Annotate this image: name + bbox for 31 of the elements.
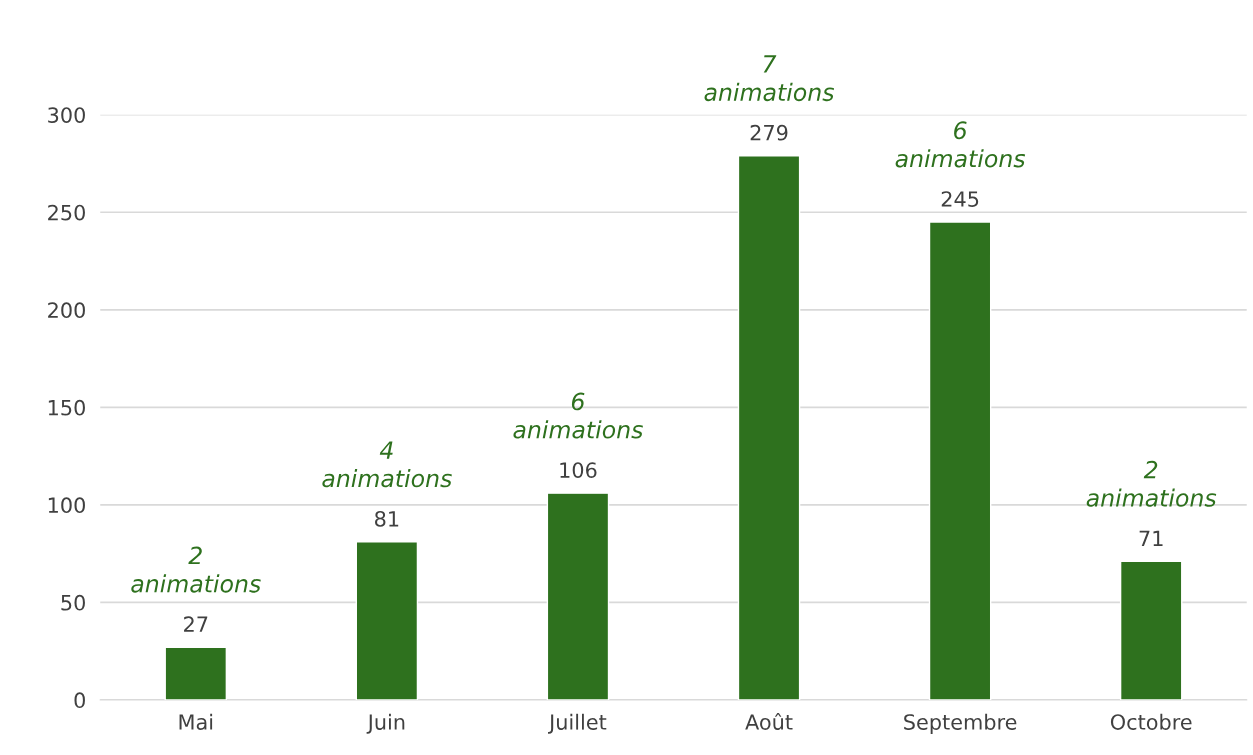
bar <box>164 646 228 700</box>
y-tick-label: 200 <box>48 302 85 319</box>
y-tick-label: 250 <box>48 204 85 221</box>
y-tick-label: 300 <box>48 107 85 123</box>
x-tick-label: Juin <box>366 713 405 734</box>
y-tick-label: 100 <box>48 497 85 514</box>
x-tick-label: Juillet <box>548 713 607 734</box>
bar <box>546 492 610 700</box>
x-tick-label: Septembre <box>904 713 1017 734</box>
bar <box>1119 560 1183 700</box>
y-tick-label: 150 <box>48 399 85 416</box>
x-tick-label: Août <box>745 712 793 730</box>
annotation: 4 animations <box>322 441 452 488</box>
x-tick-label: Octobre <box>1110 713 1192 730</box>
annotation: 7 animations <box>704 55 835 102</box>
data-label: 27 <box>184 616 208 632</box>
annotation: 6 animations <box>513 392 643 439</box>
bar <box>737 155 801 700</box>
annotation: 2 animations <box>1086 460 1217 507</box>
data-label: 71 <box>1139 530 1163 546</box>
data-label: 279 <box>750 124 788 141</box>
annotation: 6 animations <box>895 121 1026 168</box>
y-tick-label: 50 <box>61 594 85 611</box>
annotation: 2 animations <box>131 546 261 593</box>
x-tick-label: Mai <box>179 713 213 730</box>
bar <box>355 541 419 700</box>
data-label: 106 <box>560 462 597 478</box>
bar <box>928 221 992 700</box>
data-label: 81 <box>375 511 399 527</box>
y-tick-label: 0 <box>74 692 85 709</box>
data-label: 245 <box>941 191 979 207</box>
